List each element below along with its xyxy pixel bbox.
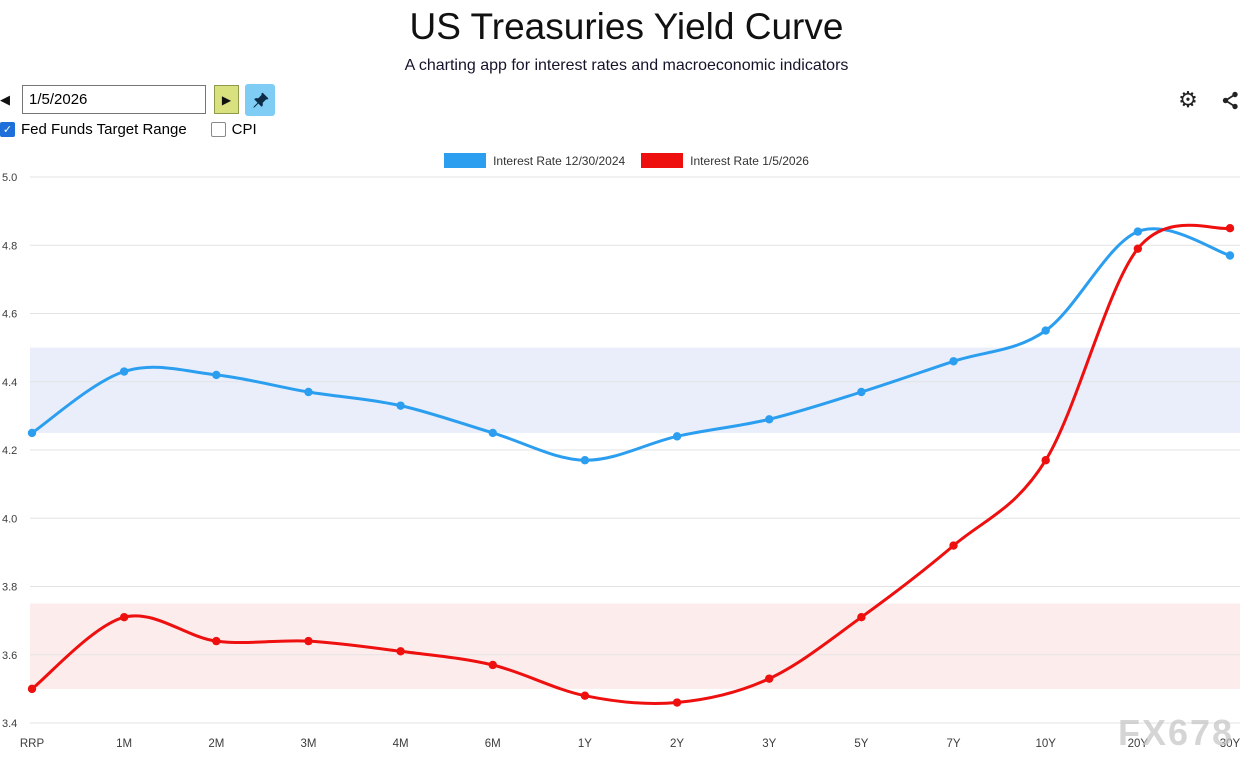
data-point[interactable]	[396, 401, 405, 410]
data-point[interactable]	[765, 674, 774, 683]
data-point[interactable]	[580, 456, 590, 465]
data-point[interactable]	[672, 698, 682, 707]
data-point[interactable]	[212, 370, 221, 380]
data-point[interactable]	[765, 415, 774, 424]
data-point[interactable]	[27, 684, 37, 694]
data-point[interactable]	[304, 636, 313, 646]
page-subtitle: A charting app for interest rates and ma…	[404, 57, 849, 74]
y-axis-label: 4.6	[2, 309, 17, 321]
pin-icon	[252, 92, 268, 108]
y-axis-label: 4.2	[2, 445, 17, 457]
x-axis-label: RRP	[20, 738, 45, 750]
legend-item[interactable]: Interest Rate 12/30/2024	[444, 153, 625, 168]
legend-swatch	[444, 153, 487, 168]
x-axis-label: 2Y	[670, 738, 684, 750]
data-point[interactable]	[580, 691, 590, 700]
x-axis-label: 4M	[393, 738, 409, 750]
date-input[interactable]	[22, 85, 206, 114]
data-point[interactable]	[1041, 456, 1050, 465]
data-point[interactable]	[1133, 244, 1143, 253]
filters-row: ✓ Fed Funds Target Range CPI	[0, 121, 257, 138]
data-point[interactable]	[1225, 251, 1235, 260]
x-axis-label: 3Y	[762, 738, 776, 750]
share-button[interactable]	[1215, 86, 1245, 114]
series-line	[30, 223, 1232, 706]
x-axis-label: 10Y	[1035, 738, 1056, 750]
share-icon	[1222, 91, 1238, 109]
data-point[interactable]	[1041, 326, 1050, 335]
y-axis-label: 4.0	[2, 513, 17, 525]
chart-legend: Interest Rate 12/30/2024 Interest Rate 1/…	[0, 153, 1253, 168]
prev-date-button[interactable]: ◀	[0, 87, 16, 113]
data-point[interactable]	[949, 541, 958, 550]
fed-funds-toggle[interactable]: ✓ Fed Funds Target Range	[0, 121, 187, 138]
x-axis-label: 7Y	[946, 738, 960, 750]
data-point[interactable]	[396, 647, 405, 656]
yield-curve-chart: 3.4 3.6 3.8 4.0 4.2 4.4 4.6 4.8 5.0 RRP 1M 2M 3M 4M 6M…	[2, 172, 1241, 750]
data-point[interactable]	[488, 660, 497, 670]
legend-label: Interest Rate 1/5/2026	[690, 153, 809, 168]
legend-item[interactable]: Interest Rate 1/5/2026	[641, 153, 809, 168]
data-point[interactable]	[304, 387, 313, 397]
y-axis-label: 3.8	[2, 582, 17, 594]
data-point[interactable]	[119, 613, 129, 622]
fed-funds-checkbox[interactable]: ✓	[0, 122, 15, 137]
target-range-band	[30, 603, 1240, 689]
gear-icon: ⚙	[1178, 87, 1198, 112]
data-point[interactable]	[857, 613, 866, 622]
data-point[interactable]	[672, 432, 682, 441]
data-point[interactable]	[949, 357, 958, 366]
data-point[interactable]	[119, 367, 129, 376]
x-axis-label: 5Y	[854, 738, 868, 750]
data-point[interactable]	[212, 636, 221, 646]
fed-funds-label: Fed Funds Target Range	[21, 121, 187, 138]
x-axis-label: 1Y	[578, 738, 592, 750]
legend-label: Interest Rate 12/30/2024	[493, 153, 626, 168]
x-axis-label: 3M	[300, 738, 316, 750]
y-axis-label: 4.4	[2, 377, 17, 389]
y-axis-label: 3.6	[2, 650, 17, 662]
cpi-checkbox[interactable]	[210, 122, 226, 137]
x-axis-label: 2M	[208, 738, 224, 750]
target-range-band	[30, 347, 1240, 433]
x-axis-label: 30Y	[1220, 738, 1241, 750]
y-axis-label: 3.4	[2, 718, 17, 730]
cpi-label: CPI	[231, 121, 257, 138]
y-axis-label: 4.8	[2, 240, 17, 252]
data-point[interactable]	[488, 428, 497, 438]
legend-swatch	[641, 153, 684, 168]
pin-button[interactable]	[245, 84, 275, 116]
next-date-button[interactable]: ▶	[214, 85, 239, 114]
x-axis-label: 20Y	[1128, 738, 1149, 750]
data-point[interactable]	[27, 428, 37, 438]
data-point[interactable]	[1133, 227, 1143, 236]
top-right-toolbar: ⚙	[1173, 86, 1245, 114]
y-axis-label: 5.0	[2, 172, 17, 184]
x-axis-label: 1M	[116, 738, 132, 750]
data-point[interactable]	[857, 387, 866, 397]
data-point[interactable]	[1225, 223, 1235, 233]
x-axis-label: 6M	[485, 738, 501, 750]
settings-button[interactable]: ⚙	[1173, 86, 1203, 114]
cpi-toggle[interactable]: CPI	[210, 121, 257, 138]
page-title: US Treasuries Yield Curve	[409, 6, 844, 47]
